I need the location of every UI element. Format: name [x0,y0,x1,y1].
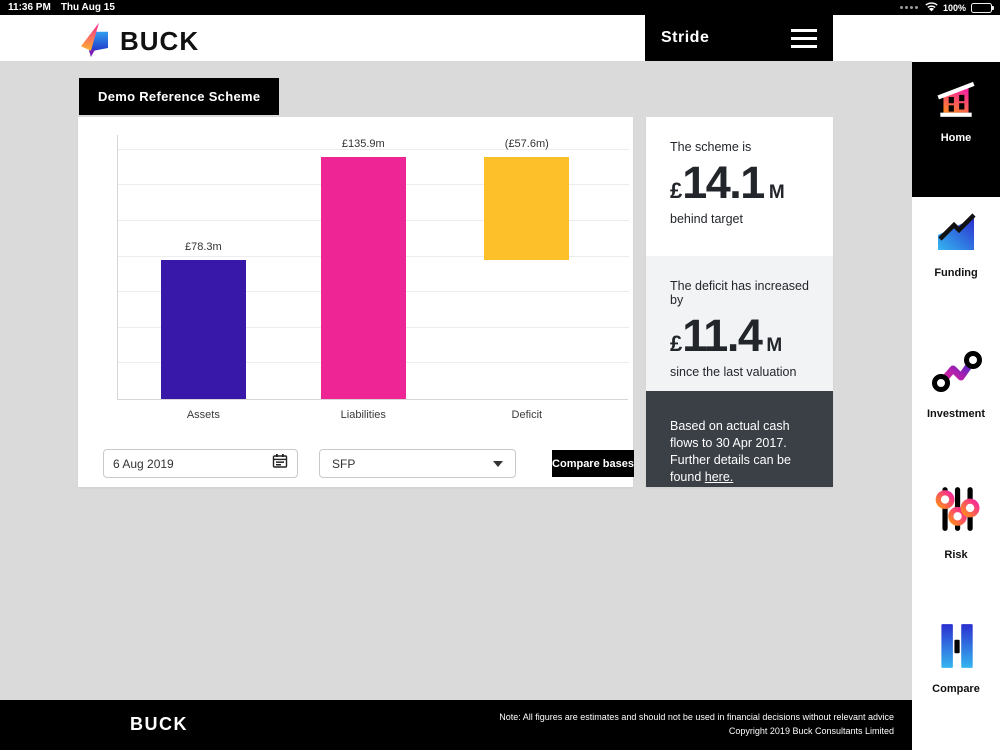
bar-value-label: £135.9m [341,138,385,151]
footer: BUCK Note: All figures are estimates and… [0,700,912,750]
bar-value-label: (£57.6m) [504,138,549,151]
date-input[interactable] [113,456,253,471]
compare-icon [935,624,977,674]
bar-value-label: £78.3m [184,240,222,253]
cashflow-note-card: Based on actual cash flows to 30 Apr 201… [646,391,833,487]
stride-title-bar: Stride [645,15,833,61]
stat-suffix: since the last valuation [670,364,797,379]
further-details-link[interactable]: here. [704,470,734,484]
x-axis-label: Assets [186,409,220,421]
stat-value: 11.4 [682,310,763,361]
currency-symbol: £ [670,331,683,356]
buck-logo: BUCK [78,21,199,62]
behind-target-card: The scheme is £14.1 M behind target [646,117,833,256]
footer-brand: BUCK [130,714,188,734]
calendar-icon[interactable] [272,453,288,474]
footer-disclaimer: Note: All figures are estimates and shou… [499,712,894,722]
basis-select-value: SFP [332,456,356,471]
stat-value: 14.1 [682,157,765,208]
status-date: Thu Aug 15 [60,2,115,13]
nav-label: Risk [944,549,968,561]
chart-controls: SFP Compare bases [78,449,634,479]
nav-label: Investment [926,408,986,420]
bar-liabilities[interactable] [320,157,406,399]
deficit-increase-card: The deficit has increased by £11.4 M sinc… [646,256,833,391]
brand-wordmark: BUCK [120,26,200,56]
nav-rail: Home Funding [912,15,1000,750]
note-text: Based on actual cash flows to 30 Apr 201… [670,419,791,484]
summary-panel: The scheme is £14.1 M behind target The d… [646,117,833,487]
scheme-name-badge: Demo Reference Scheme [79,78,280,115]
x-axis-label: Deficit [511,409,543,421]
stat-unit: M [768,182,785,203]
nav-label: Home [940,132,972,144]
status-time: 11:36 PM [8,2,51,13]
currency-symbol: £ [670,178,683,203]
risk-icon [932,487,980,540]
gridline [118,148,629,150]
nav-item-compare[interactable]: Compare [912,622,1000,695]
status-bar: 11:36 PM Thu Aug 15 100% [0,0,1000,15]
stat-prefix: The deficit has increased by [670,279,809,307]
buck-logo-icon [78,21,111,62]
chevron-down-icon [493,460,503,467]
compare-bases-button[interactable]: Compare bases [552,450,634,477]
battery-icon [971,2,994,13]
footer-copyright: Copyright 2019 Buck Consultants Limited [728,726,894,736]
stat-suffix: behind target [670,211,743,226]
bar-assets[interactable] [160,259,246,399]
stat-number: £11.4 M [670,310,813,361]
stat-unit: M [766,335,783,356]
chart-plot: £78.3m Assets £135.9m Liabilities (£57.6m) De… [117,135,629,421]
funding-icon [932,213,980,258]
wifi-icon [925,1,938,14]
funding-chart-card: £78.3m Assets £135.9m Liabilities (£57.6m) De… [78,117,634,487]
stat-number: £14.1 M [670,157,813,208]
stat-prefix: The scheme is [670,140,752,154]
app-title: Stride [661,29,710,46]
investment-icon [930,351,982,399]
basis-select[interactable]: SFP [319,449,516,478]
battery-percent: 100% [942,2,966,13]
valuation-date-field[interactable] [103,449,298,478]
app-header: BUCK Stride [0,15,1000,61]
nav-item-risk[interactable]: Risk [912,482,1000,561]
x-axis-label: Liabilities [340,409,386,421]
home-icon [933,81,979,125]
cellular-signal-icon [899,6,918,9]
bar-deficit[interactable] [484,157,570,260]
nav-item-home[interactable]: Home [912,62,1000,197]
nav-label: Compare [932,683,980,695]
nav-item-funding[interactable]: Funding [912,208,1000,279]
nav-item-investment[interactable]: Investment [912,345,1000,420]
menu-hamburger-icon[interactable] [791,24,817,53]
nav-label: Funding [934,267,978,279]
